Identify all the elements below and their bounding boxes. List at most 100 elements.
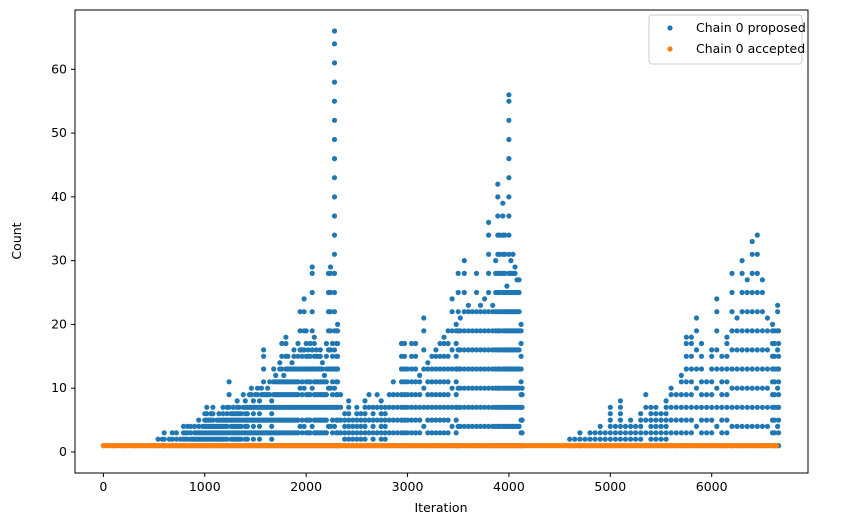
proposed-point	[607, 430, 613, 436]
proposed-point	[473, 289, 480, 296]
proposed-point	[729, 289, 735, 296]
proposed-point	[638, 411, 644, 417]
proposed-point	[161, 436, 167, 442]
proposed-point	[668, 404, 674, 410]
proposed-point	[242, 398, 248, 404]
proposed-point	[429, 430, 435, 436]
proposed-point	[265, 385, 271, 391]
proposed-point	[425, 417, 431, 423]
proposed-point	[457, 423, 463, 429]
proposed-point	[311, 340, 317, 347]
proposed-point	[495, 213, 501, 219]
proposed-point	[331, 28, 338, 34]
proposed-point	[473, 404, 480, 410]
proposed-point	[413, 392, 419, 398]
proposed-point	[335, 379, 341, 385]
proposed-point	[273, 372, 279, 378]
proposed-point	[378, 417, 384, 423]
proposed-point	[404, 417, 411, 423]
proposed-point	[477, 423, 484, 429]
legend-marker-accepted	[667, 46, 673, 52]
proposed-point	[698, 392, 705, 398]
proposed-point	[331, 213, 338, 219]
proposed-point	[653, 404, 659, 410]
proposed-point	[413, 404, 419, 410]
proposed-point	[759, 423, 766, 429]
proposed-point	[429, 392, 435, 398]
proposed-point	[473, 385, 480, 391]
proposed-point	[338, 430, 344, 436]
proposed-point	[279, 340, 285, 347]
proposed-point	[445, 379, 451, 385]
proposed-point	[327, 289, 334, 296]
proposed-point	[486, 347, 492, 353]
proposed-point	[607, 411, 613, 417]
proposed-point	[362, 398, 368, 404]
proposed-point	[413, 353, 419, 359]
proposed-point	[453, 340, 459, 347]
proposed-point	[724, 353, 730, 359]
proposed-point	[506, 251, 512, 257]
y-tick-label: 10	[51, 380, 67, 395]
proposed-point	[749, 366, 755, 372]
proposed-point	[461, 347, 467, 353]
proposed-point	[724, 417, 730, 423]
accepted-point	[774, 443, 780, 449]
proposed-point	[457, 328, 463, 334]
proposed-point	[429, 353, 435, 359]
proposed-point	[338, 404, 344, 410]
proposed-point	[261, 347, 267, 353]
proposed-point	[719, 353, 725, 359]
proposed-point	[346, 417, 352, 423]
proposed-point	[518, 340, 524, 347]
proposed-point	[455, 289, 461, 296]
proposed-point	[482, 347, 488, 353]
proposed-point	[350, 436, 356, 442]
proposed-point	[321, 372, 327, 378]
proposed-point	[329, 430, 336, 436]
proposed-point	[617, 404, 624, 410]
proposed-point	[739, 270, 745, 276]
proposed-point	[390, 392, 396, 398]
proposed-point	[445, 328, 451, 334]
proposed-point	[744, 366, 750, 372]
proposed-point	[254, 385, 261, 391]
proposed-point	[323, 379, 329, 385]
proposed-point	[323, 417, 329, 423]
proposed-point	[331, 385, 338, 391]
proposed-point	[734, 315, 740, 321]
proposed-point	[724, 404, 730, 410]
proposed-point	[754, 232, 760, 238]
y-tick-label: 60	[51, 61, 67, 76]
proposed-point	[449, 366, 455, 372]
proposed-point	[759, 289, 766, 296]
proposed-point	[759, 328, 766, 334]
proposed-point	[643, 417, 649, 423]
proposed-point	[226, 392, 232, 398]
proposed-point	[327, 385, 334, 391]
proposed-point	[425, 379, 431, 385]
proposed-point	[739, 347, 745, 353]
proposed-point	[354, 411, 360, 417]
proposed-point	[775, 309, 781, 315]
proposed-point	[486, 404, 492, 410]
proposed-point	[759, 385, 766, 391]
proposed-point	[370, 430, 376, 436]
proposed-point	[390, 379, 396, 385]
proposed-point	[169, 430, 175, 436]
proposed-point	[663, 436, 669, 442]
proposed-point	[378, 404, 384, 410]
proposed-point	[331, 251, 338, 257]
proposed-point	[622, 430, 629, 436]
proposed-point	[299, 430, 305, 436]
proposed-point	[155, 436, 161, 442]
proposed-point	[335, 353, 341, 359]
proposed-point	[719, 366, 725, 372]
proposed-point	[764, 385, 771, 391]
proposed-point	[401, 340, 408, 347]
proposed-point	[754, 289, 760, 296]
proposed-point	[465, 404, 471, 410]
proposed-point	[668, 430, 674, 436]
proposed-point	[486, 251, 492, 257]
proposed-point	[256, 398, 263, 404]
